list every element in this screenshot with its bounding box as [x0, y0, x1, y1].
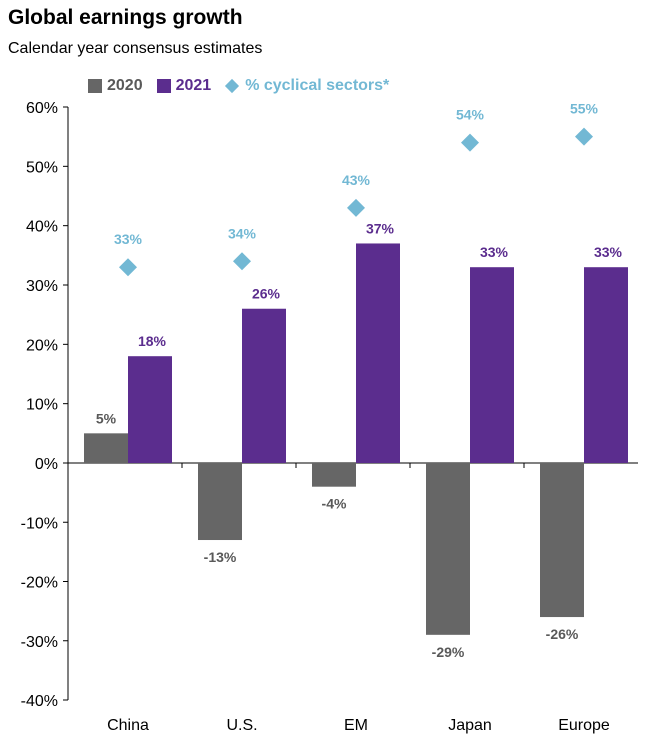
data-label-cyclical: 54%: [456, 107, 485, 123]
x-tick-label: EM: [344, 717, 368, 734]
data-label-cyclical: 34%: [228, 225, 257, 241]
y-tick-label: 0%: [35, 456, 58, 473]
legend-label-2020: 2020: [107, 77, 143, 94]
cyclical-diamond-marker: [575, 127, 593, 146]
cyclical-diamond-marker: [461, 133, 479, 152]
data-label-2021: 33%: [480, 244, 509, 260]
bar-2021: [128, 356, 172, 463]
legend-swatch-2021: [156, 79, 171, 93]
data-label-2021: 18%: [138, 333, 167, 349]
bar-2020: [84, 433, 128, 463]
bar-2020: [540, 463, 584, 618]
data-label-2020: -26%: [546, 626, 579, 642]
data-label-cyclical: 43%: [342, 172, 371, 188]
y-tick-label: 60%: [26, 100, 58, 117]
bar-2020: [312, 463, 356, 487]
x-tick-label: U.S.: [226, 717, 257, 734]
axes: -40% -30% -20% -10% 0% 10% 20% 30% 40% 50% 60% Chin…: [21, 100, 638, 734]
x-tick-label: Europe: [558, 717, 610, 734]
legend-label-cyclical: % cyclical sectors*: [245, 77, 390, 94]
data-label-2020: -29%: [432, 644, 465, 660]
data-label-2021: 26%: [252, 286, 281, 302]
y-tick-label: -40%: [21, 693, 58, 710]
cyclical-diamond-marker: [233, 252, 251, 271]
bar-2021: [470, 267, 514, 463]
chart-legend: 2020 2021 % cyclical sectors*: [88, 77, 403, 95]
legend-swatch-2020: [88, 79, 102, 93]
y-tick-label: 10%: [26, 397, 58, 414]
legend-item-2021: 2021: [156, 77, 212, 95]
y-tick-label: 30%: [26, 278, 58, 295]
markers: [119, 127, 593, 277]
bar-2020: [198, 463, 242, 541]
data-label-cyclical: 33%: [114, 231, 143, 247]
bar-2021: [356, 243, 400, 463]
y-tick-label: 40%: [26, 219, 58, 236]
bars: [84, 243, 628, 635]
x-tick-label: China: [107, 717, 149, 734]
legend-item-cyclical: % cyclical sectors*: [225, 77, 389, 95]
cyclical-diamond-marker: [347, 198, 365, 217]
data-label-2021: 37%: [366, 220, 395, 236]
y-tick-label: 50%: [26, 159, 58, 176]
cyclical-diamond-marker: [119, 258, 137, 277]
y-tick-label: -30%: [21, 634, 58, 651]
y-tick-label: -20%: [21, 575, 58, 592]
y-tick-label: -10%: [21, 515, 58, 532]
data-label-2020: 5%: [96, 410, 117, 426]
x-tick-label: Japan: [448, 717, 492, 734]
data-labels: 5% 18% 33% -13% 26% 34% -4% 37% 43% -29% 33% 54% -26…: [96, 101, 623, 660]
chart-subtitle: Calendar year consensus estimates: [8, 40, 263, 57]
bar-2020: [426, 463, 470, 635]
chart-title: Global earnings growth: [8, 6, 243, 29]
legend-label-2021: 2021: [175, 77, 212, 94]
data-label-2020: -13%: [204, 549, 237, 565]
data-label-2021: 33%: [594, 244, 623, 260]
legend-item-2020: 2020: [88, 77, 143, 95]
bar-2021: [584, 267, 628, 463]
data-label-cyclical: 55%: [570, 101, 599, 117]
bar-2021: [242, 308, 286, 463]
y-tick-label: 20%: [26, 337, 58, 354]
data-label-2020: -4%: [322, 496, 347, 512]
